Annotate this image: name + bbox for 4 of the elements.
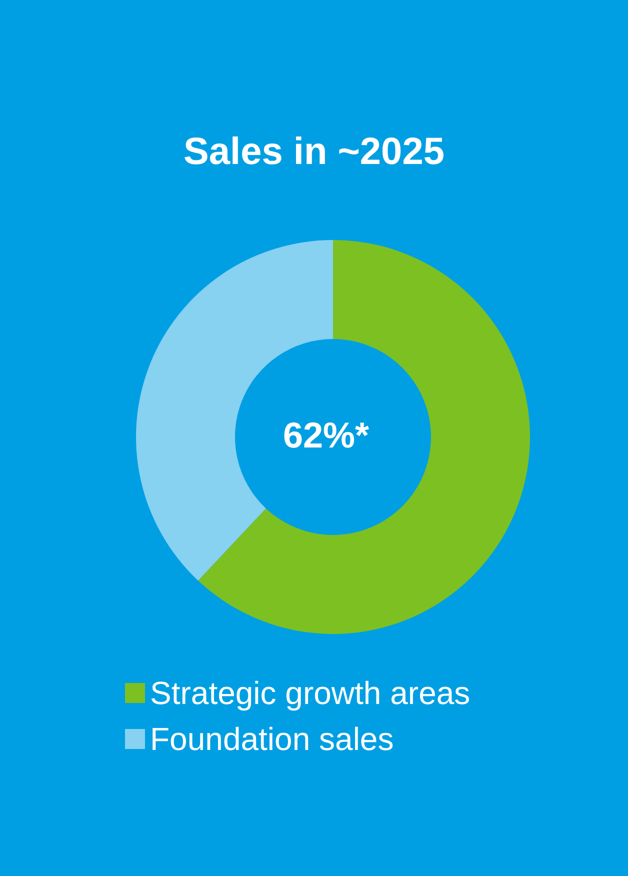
text: 62%* [283, 414, 370, 456]
legend-label: Foundation sales [150, 721, 394, 757]
chart-title: Sales in ~2025 [184, 131, 444, 173]
legend-label: Strategic growth areas [150, 675, 470, 711]
